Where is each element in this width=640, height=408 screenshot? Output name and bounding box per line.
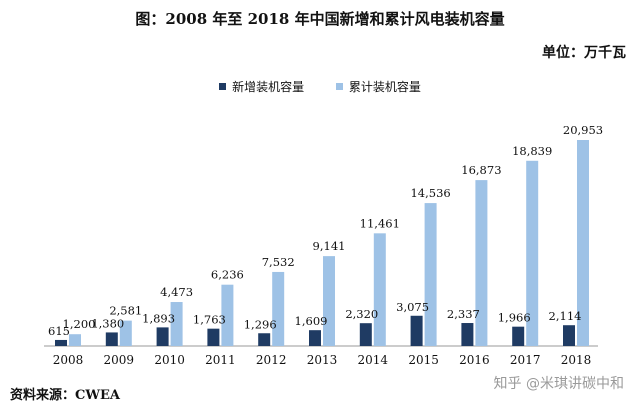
x-tick-label: 2008 bbox=[53, 353, 84, 367]
bar-new-2011 bbox=[207, 328, 220, 346]
legend-item-cumulative: 累计装机容量 bbox=[335, 78, 421, 95]
bar-new-2018 bbox=[563, 325, 575, 346]
bar-cumulative-2010 bbox=[170, 302, 183, 346]
data-label-new-2016: 2,337 bbox=[447, 307, 480, 321]
x-tick-label: 2010 bbox=[154, 353, 185, 367]
bar-new-2015 bbox=[410, 315, 423, 346]
bar-new-2013 bbox=[309, 330, 321, 346]
data-label-cumulative-2008: 1,200 bbox=[63, 317, 96, 331]
data-label-new-2014: 2,320 bbox=[345, 307, 378, 321]
data-label-cumulative-2015: 14,536 bbox=[410, 186, 450, 200]
data-label-new-2015: 3,075 bbox=[396, 300, 429, 314]
x-tick-label: 2017 bbox=[510, 353, 541, 367]
bar-cumulative-2013 bbox=[323, 256, 335, 346]
bar-cumulative-2012 bbox=[272, 271, 285, 346]
data-label-cumulative-2011: 6,236 bbox=[211, 268, 244, 282]
watermark: 知乎 @米琪讲碳中和 bbox=[493, 376, 624, 392]
bar-new-2010 bbox=[156, 327, 169, 346]
data-label-new-2012: 1,296 bbox=[244, 317, 277, 331]
unit-label: 单位：万千瓦 bbox=[542, 45, 626, 61]
data-label-cumulative-2018: 20,953 bbox=[563, 123, 603, 137]
legend-label-cumulative: 累计装机容量 bbox=[348, 80, 421, 94]
data-label-new-2009: 1,380 bbox=[91, 316, 124, 330]
data-label-new-2011: 1,763 bbox=[193, 313, 226, 327]
legend-swatch-new bbox=[219, 83, 227, 90]
source-note: 资料来源：CWEA bbox=[10, 388, 120, 403]
bar-new-2014 bbox=[359, 323, 372, 346]
x-tick-label: 2015 bbox=[408, 353, 439, 367]
legend: 新增装机容量 累计装机容量 bbox=[0, 78, 640, 95]
data-label-cumulative-2013: 9,141 bbox=[313, 239, 346, 253]
data-label-cumulative-2016: 16,873 bbox=[461, 163, 501, 177]
bar-new-2017 bbox=[512, 326, 525, 346]
data-label-cumulative-2014: 11,461 bbox=[360, 216, 400, 230]
data-label-cumulative-2009: 2,581 bbox=[109, 304, 142, 318]
x-tick-label: 2011 bbox=[205, 353, 236, 367]
bar-cumulative-2017 bbox=[526, 160, 539, 346]
data-label-new-2008: 615 bbox=[48, 324, 70, 338]
x-tick-label: 2018 bbox=[561, 353, 592, 367]
bar-cumulative-2015 bbox=[424, 203, 437, 346]
bar-new-2008 bbox=[55, 339, 67, 346]
data-label-cumulative-2017: 18,839 bbox=[512, 144, 552, 158]
bar-cumulative-2009 bbox=[119, 320, 132, 346]
data-label-new-2013: 1,609 bbox=[295, 314, 328, 328]
bar-new-2009 bbox=[105, 332, 118, 346]
x-tick-label: 2013 bbox=[307, 353, 338, 367]
legend-item-new: 新增装机容量 bbox=[219, 78, 304, 95]
bar-new-2016 bbox=[461, 323, 474, 346]
x-tick-label: 2012 bbox=[256, 353, 287, 367]
bar-cumulative-2011 bbox=[221, 284, 234, 346]
x-tick-label: 2016 bbox=[459, 353, 490, 367]
bar-new-2012 bbox=[258, 333, 271, 346]
x-tick-label: 2009 bbox=[104, 353, 135, 367]
legend-swatch-cumulative bbox=[335, 83, 343, 90]
chart-title: 图：2008 年至 2018 年中国新增和累计风电装机容量 bbox=[135, 10, 505, 28]
x-tick-label: 2014 bbox=[358, 353, 389, 367]
data-label-cumulative-2010: 4,473 bbox=[160, 285, 193, 299]
bar-cumulative-2008 bbox=[69, 334, 81, 346]
bar-cumulative-2014 bbox=[373, 233, 386, 346]
data-label-new-2018: 2,114 bbox=[549, 309, 582, 323]
data-label-cumulative-2012: 7,532 bbox=[262, 255, 295, 269]
data-label-new-2010: 1,893 bbox=[142, 311, 175, 325]
bar-cumulative-2016 bbox=[475, 180, 488, 346]
data-label-new-2017: 1,966 bbox=[498, 311, 531, 325]
legend-label-new: 新增装机容量 bbox=[232, 80, 305, 94]
bar-cumulative-2018 bbox=[577, 140, 589, 346]
